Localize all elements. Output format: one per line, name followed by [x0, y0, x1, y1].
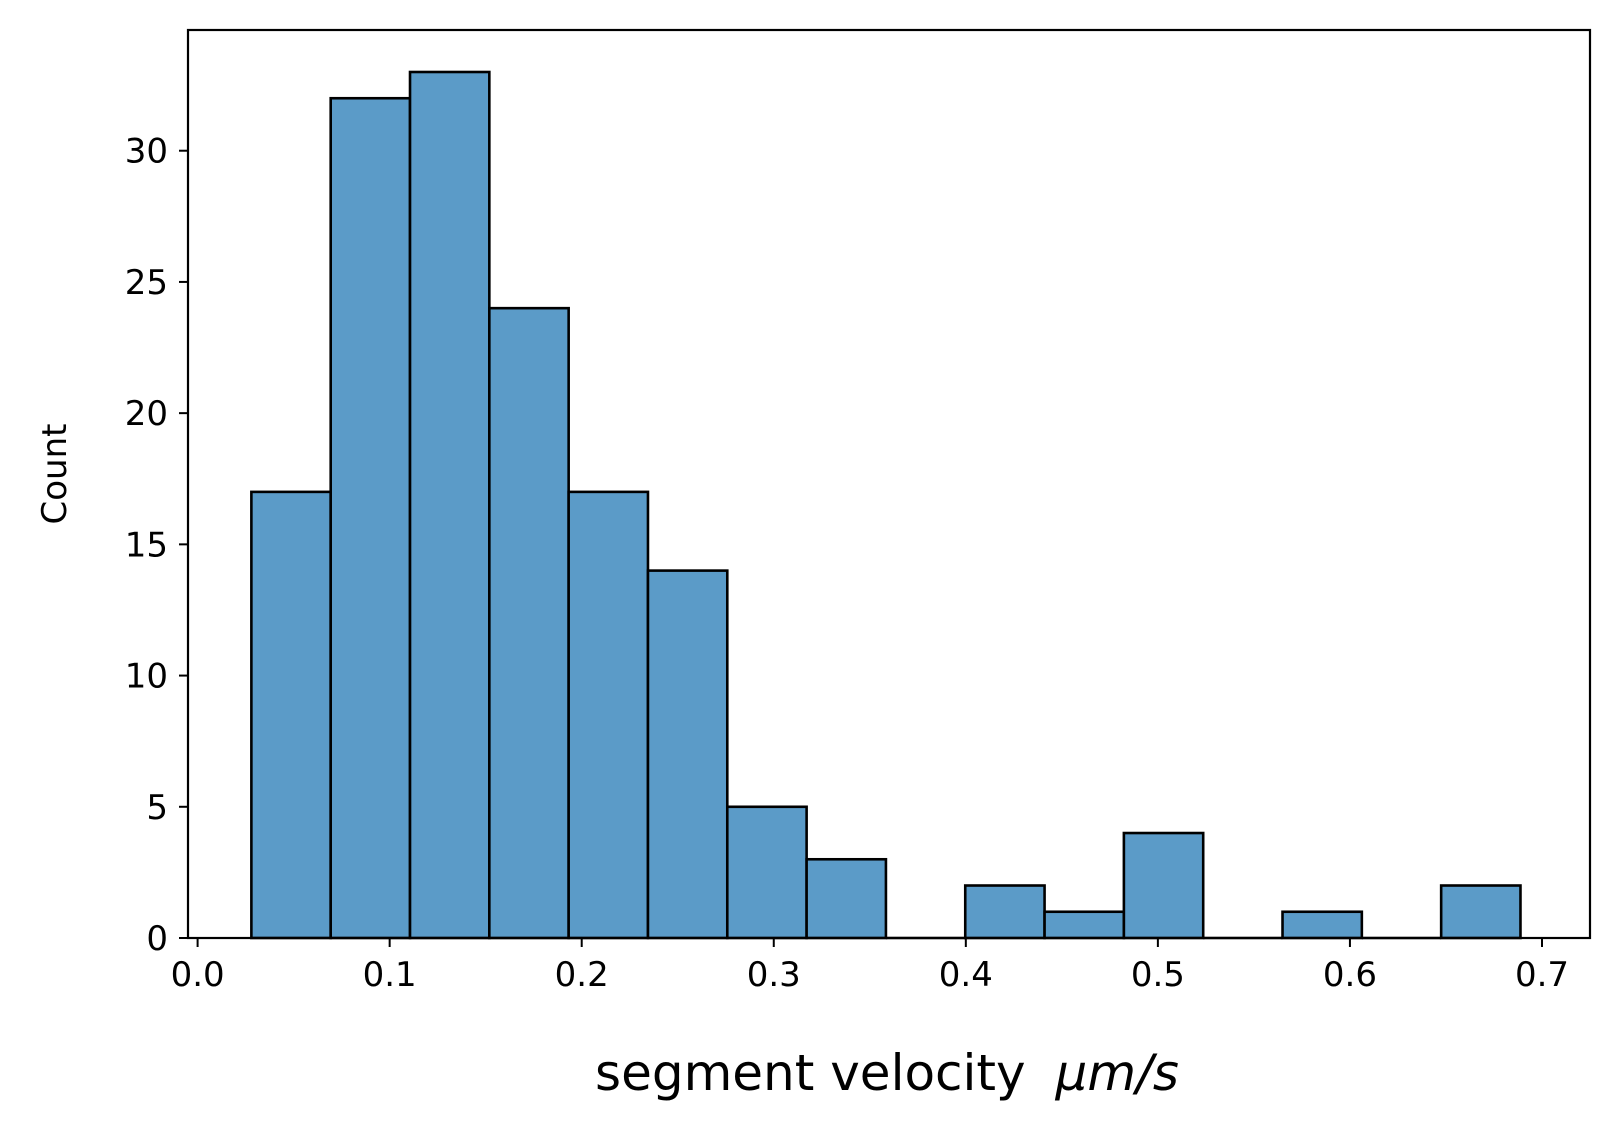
x-tick-label: 0.4: [939, 955, 993, 995]
y-tick-label: 5: [146, 788, 168, 828]
histogram-bar: [250, 490, 332, 940]
x-tick-label: 0.7: [1515, 955, 1569, 995]
y-axis-ticks: 0 5 10 15 20 25 30: [125, 132, 188, 959]
y-tick-label: 30: [125, 132, 168, 172]
histogram-bar: [1122, 831, 1205, 940]
plot-frame: [186, 28, 1592, 940]
y-tick-label: 0: [146, 919, 168, 959]
x-tick-label: 0.2: [555, 955, 609, 995]
histogram-bar: [646, 569, 729, 940]
x-axis-label-text: segment velocity: [595, 1044, 1026, 1102]
y-tick-label: 20: [125, 394, 168, 434]
x-tick-label: 0.0: [171, 955, 225, 995]
histogram-bar: [488, 306, 570, 940]
histogram-bar: [408, 70, 491, 940]
y-tick-label: 15: [125, 525, 168, 565]
histogram-bar: [1043, 910, 1126, 940]
histogram-bar: [1281, 910, 1364, 940]
histogram-bar: [963, 884, 1046, 940]
histogram-bar: [725, 805, 808, 940]
x-axis-ticks: 0.0 0.1 0.2 0.3 0.4 0.5 0.6 0.7: [171, 938, 1569, 995]
histogram-bar: [567, 490, 650, 940]
histogram-bar: [805, 857, 888, 940]
y-tick-label: 25: [125, 263, 168, 303]
x-tick-label: 0.6: [1323, 955, 1377, 995]
x-tick-label: 0.1: [363, 955, 417, 995]
histogram-bar: [329, 96, 412, 940]
y-tick-label: 10: [125, 657, 168, 697]
x-axis-label: segment velocity μm/s: [595, 1044, 1179, 1102]
histogram-bar: [1439, 884, 1522, 940]
y-axis-label: Count: [35, 424, 75, 525]
bars-layer: [250, 70, 1522, 940]
x-tick-label: 0.3: [747, 955, 801, 995]
x-axis-label-unit: μm/s: [1055, 1044, 1179, 1102]
x-tick-label: 0.5: [1131, 955, 1185, 995]
